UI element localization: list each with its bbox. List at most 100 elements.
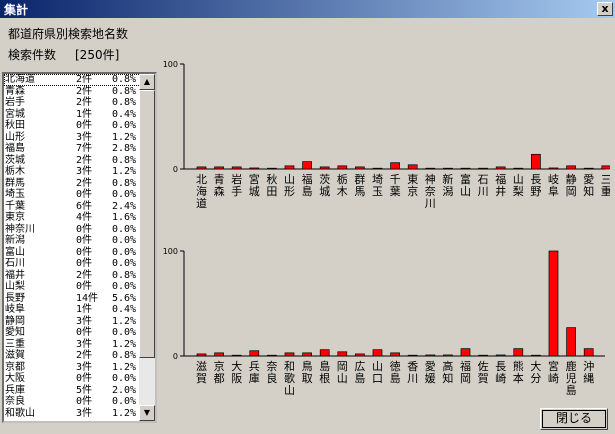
list-item[interactable]: 宮城 1件 0.4% <box>4 109 141 121</box>
scroll-thumb[interactable] <box>139 90 155 358</box>
window-close-icon[interactable]: x <box>597 2 613 16</box>
list-item-percent: 0.8% <box>112 350 137 361</box>
list-item[interactable]: 長野 14件 5.6% <box>4 293 141 305</box>
bar <box>513 348 524 357</box>
bar <box>319 349 330 357</box>
list-item-count: 0件 <box>76 189 93 200</box>
list-item-count: 2件 <box>76 85 93 97</box>
list-item[interactable]: 静岡 3件 1.2% <box>4 316 141 328</box>
list-item-name: 栃木 <box>5 166 25 177</box>
bar <box>337 165 348 170</box>
list-scrollbar[interactable]: ▲ ▼ <box>139 74 155 421</box>
bar <box>249 167 260 170</box>
list-item[interactable]: 埼玉 0件 0.0% <box>4 189 141 201</box>
list-item-name: 滋賀 <box>5 350 25 361</box>
list-item[interactable]: 岩手 2件 0.8% <box>4 97 141 109</box>
list-item-name: 山梨 <box>5 281 25 292</box>
list-item-count: 0件 <box>76 327 93 338</box>
list-item[interactable]: 神奈川 0件 0.0% <box>4 224 141 236</box>
list-item-percent: 0.8% <box>112 85 137 97</box>
x-tick-label: 大阪 <box>231 359 242 385</box>
list-item-count: 0件 <box>76 223 93 235</box>
list-item[interactable]: 山梨 0件 0.0% <box>4 281 141 293</box>
list-item[interactable]: 群馬 2件 0.8% <box>4 178 141 190</box>
bar <box>214 166 224 170</box>
bar <box>583 167 594 170</box>
bar <box>390 162 400 170</box>
list-item[interactable]: 奈良 0件 0.0% <box>4 396 141 408</box>
list-item-name: 新潟 <box>5 235 25 246</box>
x-tick-label: 新潟 <box>442 172 453 198</box>
list-item-percent: 0.0% <box>112 281 137 292</box>
x-tick-label: 長野 <box>530 173 541 198</box>
list-item[interactable]: 京都 3件 1.2% <box>4 362 141 374</box>
list-item[interactable]: 新潟 0件 0.0% <box>4 235 141 247</box>
bar <box>548 167 559 170</box>
bar <box>284 165 295 170</box>
list-item-count: 7件 <box>76 143 93 154</box>
list-item-name: 三重 <box>5 338 25 350</box>
list-item[interactable]: 茨城 2件 0.8% <box>4 155 141 167</box>
list-item-name: 奈良 <box>5 396 25 407</box>
list-item-percent: 2.0% <box>112 384 137 396</box>
bar <box>531 153 541 170</box>
scroll-down-icon[interactable]: ▼ <box>139 405 155 421</box>
x-tick-label: 石川 <box>478 173 489 198</box>
bar <box>513 167 524 170</box>
list-item[interactable]: 富山 0件 0.0% <box>4 247 141 259</box>
list-item[interactable]: 栃木 3件 1.2% <box>4 166 141 178</box>
list-item[interactable]: 東京 4件 1.6% <box>4 212 141 224</box>
list-item-percent: 0.0% <box>112 189 137 200</box>
list-item[interactable]: 秋田 0件 0.0% <box>4 120 141 132</box>
list-item-name: 東京 <box>5 212 25 223</box>
list-item[interactable]: 愛知 0件 0.0% <box>4 327 141 339</box>
list-item[interactable]: 青森 2件 0.8% <box>4 86 141 98</box>
x-tick-label: 広島 <box>354 360 365 385</box>
scroll-up-icon[interactable]: ▲ <box>139 74 155 90</box>
list-item-count: 0件 <box>76 258 93 269</box>
close-button[interactable]: 閉じる <box>540 408 608 430</box>
prefecture-list[interactable]: 北海道 2件 0.8% 青森 2件 0.8% 岩手 2件 0.8% 宮城 1件 0.4% 秋田 0件 0.0… <box>2 72 157 423</box>
x-tick-label: 滋賀 <box>196 360 207 385</box>
list-item[interactable]: 和歌山 3件 1.2% <box>4 408 141 420</box>
list-item[interactable]: 山形 3件 1.2% <box>4 132 141 144</box>
list-item[interactable]: 岐阜 1件 0.4% <box>4 304 141 316</box>
list-item[interactable]: 福井 2件 0.8% <box>4 270 141 282</box>
list-item-percent: 1.2% <box>112 338 137 350</box>
list-item[interactable]: 兵庫 5件 2.0% <box>4 385 141 397</box>
x-tick-label: 兵庫 <box>249 360 260 385</box>
list-item-percent: 0.0% <box>112 396 137 407</box>
list-item-name: 神奈川 <box>5 223 35 235</box>
bar <box>337 351 348 357</box>
search-count-value: [250件] <box>75 48 120 62</box>
list-item[interactable]: 石川 0件 0.0% <box>4 258 141 270</box>
list-item-name: 岐阜 <box>5 304 25 315</box>
bar <box>548 250 559 357</box>
list-item[interactable]: 福島 7件 2.8% <box>4 143 141 155</box>
list-item-count: 3件 <box>76 131 93 143</box>
bar <box>196 166 207 170</box>
list-item[interactable]: 滋賀 2件 0.8% <box>4 350 141 362</box>
list-item-count: 1件 <box>76 304 93 315</box>
list-item-count: 2件 <box>76 350 93 361</box>
bar <box>267 167 277 170</box>
list-item-name: 埼玉 <box>5 189 25 200</box>
y-tick-label: 100 <box>163 247 178 256</box>
list-item-name: 秋田 <box>5 120 25 131</box>
bar <box>355 166 365 170</box>
x-tick-label: 山口 <box>372 360 383 385</box>
list-item-percent: 0.8% <box>112 97 137 108</box>
list-item-count: 3件 <box>76 166 93 177</box>
list-item-percent: 1.2% <box>112 407 137 419</box>
x-tick-label: 岐阜 <box>548 173 559 198</box>
list-item[interactable]: 千葉 6件 2.4% <box>4 201 141 213</box>
bar <box>355 353 365 357</box>
list-item[interactable]: 三重 3件 1.2% <box>4 339 141 351</box>
bar <box>231 354 242 357</box>
bar <box>425 167 436 170</box>
list-item-percent: 0.4% <box>112 108 137 120</box>
bar <box>390 352 400 357</box>
prefecture-list-rows: 北海道 2件 0.8% 青森 2件 0.8% 岩手 2件 0.8% 宮城 1件 0.4% 秋田 0件 0.0… <box>4 74 141 421</box>
list-item[interactable]: 北海道 2件 0.8% <box>4 74 141 86</box>
list-item[interactable]: 大阪 0件 0.0% <box>4 373 141 385</box>
